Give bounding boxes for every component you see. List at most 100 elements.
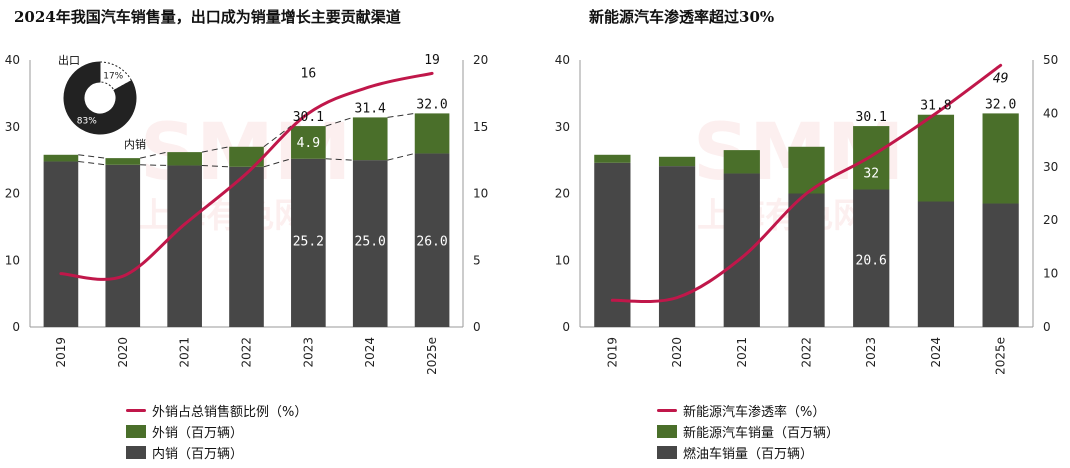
x-tick-label: 2022 — [240, 337, 254, 368]
donut-label-domestic: 内销 — [124, 137, 146, 151]
donut-slice — [63, 61, 137, 135]
y-tick-label-left: 20 — [5, 187, 20, 201]
y-tick-label-left: 10 — [5, 253, 20, 267]
y-tick-label-left: 20 — [555, 187, 570, 201]
y-tick-label-right: 0 — [473, 320, 481, 334]
legend-line-swatch — [126, 409, 146, 412]
legend-label: 内销（百万辆） — [152, 447, 244, 462]
donut-pct-label: 83% — [77, 116, 97, 126]
y-tick-label-right: 50 — [1043, 53, 1058, 67]
x-tick-label: 2019 — [605, 337, 619, 368]
data-label: 26.0 — [416, 235, 447, 250]
x-tick-label: 2025e — [994, 337, 1008, 375]
right-legend: 新能源汽车渗透率（%） 新能源汽车销量（百万辆） 燃油车销量（百万辆） — [657, 400, 839, 463]
bar-segment-bottom — [229, 166, 264, 327]
bar-segment-top — [658, 156, 696, 167]
y-tick-label-right: 40 — [1043, 106, 1058, 120]
legend-line-swatch — [657, 409, 677, 412]
data-label: 4.9 — [297, 136, 320, 151]
domestic-connector — [201, 164, 230, 168]
data-label: 49 — [993, 72, 1009, 87]
bar-segment-top — [291, 126, 326, 159]
donut-pct-label: 17% — [103, 72, 123, 82]
bar-segment-bottom — [167, 165, 202, 327]
legend-item-export-share: 外销占总销售额比例（%） — [126, 400, 307, 421]
legend-label: 外销（百万辆） — [152, 426, 244, 441]
legend-label: 燃油车销量（百万辆） — [683, 447, 814, 462]
legend-export-swatch — [126, 425, 146, 438]
bar-segment-top — [917, 114, 955, 202]
data-label: 31.8 — [920, 99, 951, 114]
left-legend: 外销占总销售额比例（%） 外销（百万辆） 内销（百万辆） — [126, 400, 307, 463]
data-label: 32 — [863, 166, 879, 181]
x-tick-label: 2025e — [425, 337, 439, 375]
legend-item-domestic: 内销（百万辆） — [126, 442, 307, 463]
x-tick-label: 2024 — [929, 337, 943, 368]
legend-label: 外销占总销售额比例（%） — [152, 405, 308, 420]
legend-item-export: 外销（百万辆） — [126, 421, 307, 442]
bar-segment-top — [105, 158, 141, 165]
y-tick-label-right: 10 — [473, 187, 488, 201]
y-tick-label-left: 0 — [12, 320, 20, 334]
bar-segment-bottom — [853, 189, 890, 327]
y-tick-label-left: 40 — [5, 53, 20, 67]
bar-segment-bottom — [43, 161, 79, 327]
y-tick-label-right: 5 — [473, 253, 481, 267]
bar-segment-bottom — [414, 153, 450, 327]
total-connector — [201, 146, 230, 153]
total-connector — [387, 112, 415, 118]
legend-label: 新能源汽车销量（百万辆） — [683, 426, 840, 441]
bar-segment-bottom — [658, 166, 696, 327]
x-tick-label: 2024 — [363, 337, 377, 368]
bar-segment-bottom — [105, 164, 141, 327]
total-connector — [78, 154, 106, 159]
x-tick-label: 2023 — [301, 337, 315, 368]
bar-segment-top — [43, 154, 79, 162]
legend-ice-swatch — [657, 446, 677, 459]
y-tick-label-left: 30 — [5, 120, 20, 134]
x-tick-label: 2022 — [800, 337, 814, 368]
data-label: 25.2 — [293, 235, 324, 250]
data-label: 30.1 — [856, 110, 887, 125]
total-connector — [325, 116, 354, 127]
x-tick-label: 2021 — [735, 337, 749, 368]
bar-segment-top — [723, 150, 760, 174]
data-label: 25.0 — [355, 235, 386, 250]
bar-segment-bottom — [352, 160, 388, 327]
donut-slice — [99, 61, 133, 91]
legend-item-nev-sales: 新能源汽车销量（百万辆） — [657, 421, 839, 442]
y-tick-label-left: 40 — [555, 53, 570, 67]
bar-segment-bottom — [291, 158, 326, 327]
bar-segment-bottom — [982, 203, 1019, 327]
donut-label-export: 出口 — [58, 53, 80, 67]
y-tick-label-right: 15 — [473, 120, 488, 134]
y-tick-label-left: 0 — [562, 320, 570, 334]
x-tick-label: 2020 — [670, 337, 684, 368]
y-tick-label-right: 20 — [473, 53, 488, 67]
left-chart-svg: 0 10 20 30 40 0 5 10 15 20 2019 2020 2021 2022 2023 202… — [5, 53, 489, 375]
domestic-connector — [387, 152, 415, 161]
bar-segment-top — [352, 117, 388, 161]
data-label: 30.1 — [293, 110, 324, 125]
y-tick-label-right: 20 — [1043, 213, 1058, 227]
line-series — [59, 71, 434, 281]
bar-segment-top — [982, 113, 1019, 204]
domestic-connector — [140, 164, 168, 166]
y-tick-label-right: 0 — [1043, 320, 1051, 334]
bar-segment-bottom — [723, 173, 760, 327]
bar-segment-top — [594, 154, 631, 163]
right-chart-title: 新能源汽车渗透率超过30% — [589, 8, 775, 26]
legend-item-nev-penetration: 新能源汽车渗透率（%） — [657, 400, 839, 421]
legend-nev-swatch — [657, 425, 677, 438]
domestic-connector — [325, 158, 353, 161]
x-tick-label: 2020 — [116, 337, 130, 368]
total-connector — [139, 151, 168, 159]
bar-segment-top — [167, 152, 202, 166]
y-tick-label-left: 10 — [555, 253, 570, 267]
bar-segment-bottom — [788, 193, 825, 327]
x-tick-label: 2021 — [178, 337, 192, 368]
data-label: 31.4 — [355, 101, 386, 116]
left-chart-title: 2024年我国汽车销售量，出口成为销量增长主要贡献渠道 — [14, 8, 401, 26]
right-chart-panel: SMM 上海有色网 新能源汽车渗透率超过30% 0102030400102030… — [545, 0, 1070, 468]
